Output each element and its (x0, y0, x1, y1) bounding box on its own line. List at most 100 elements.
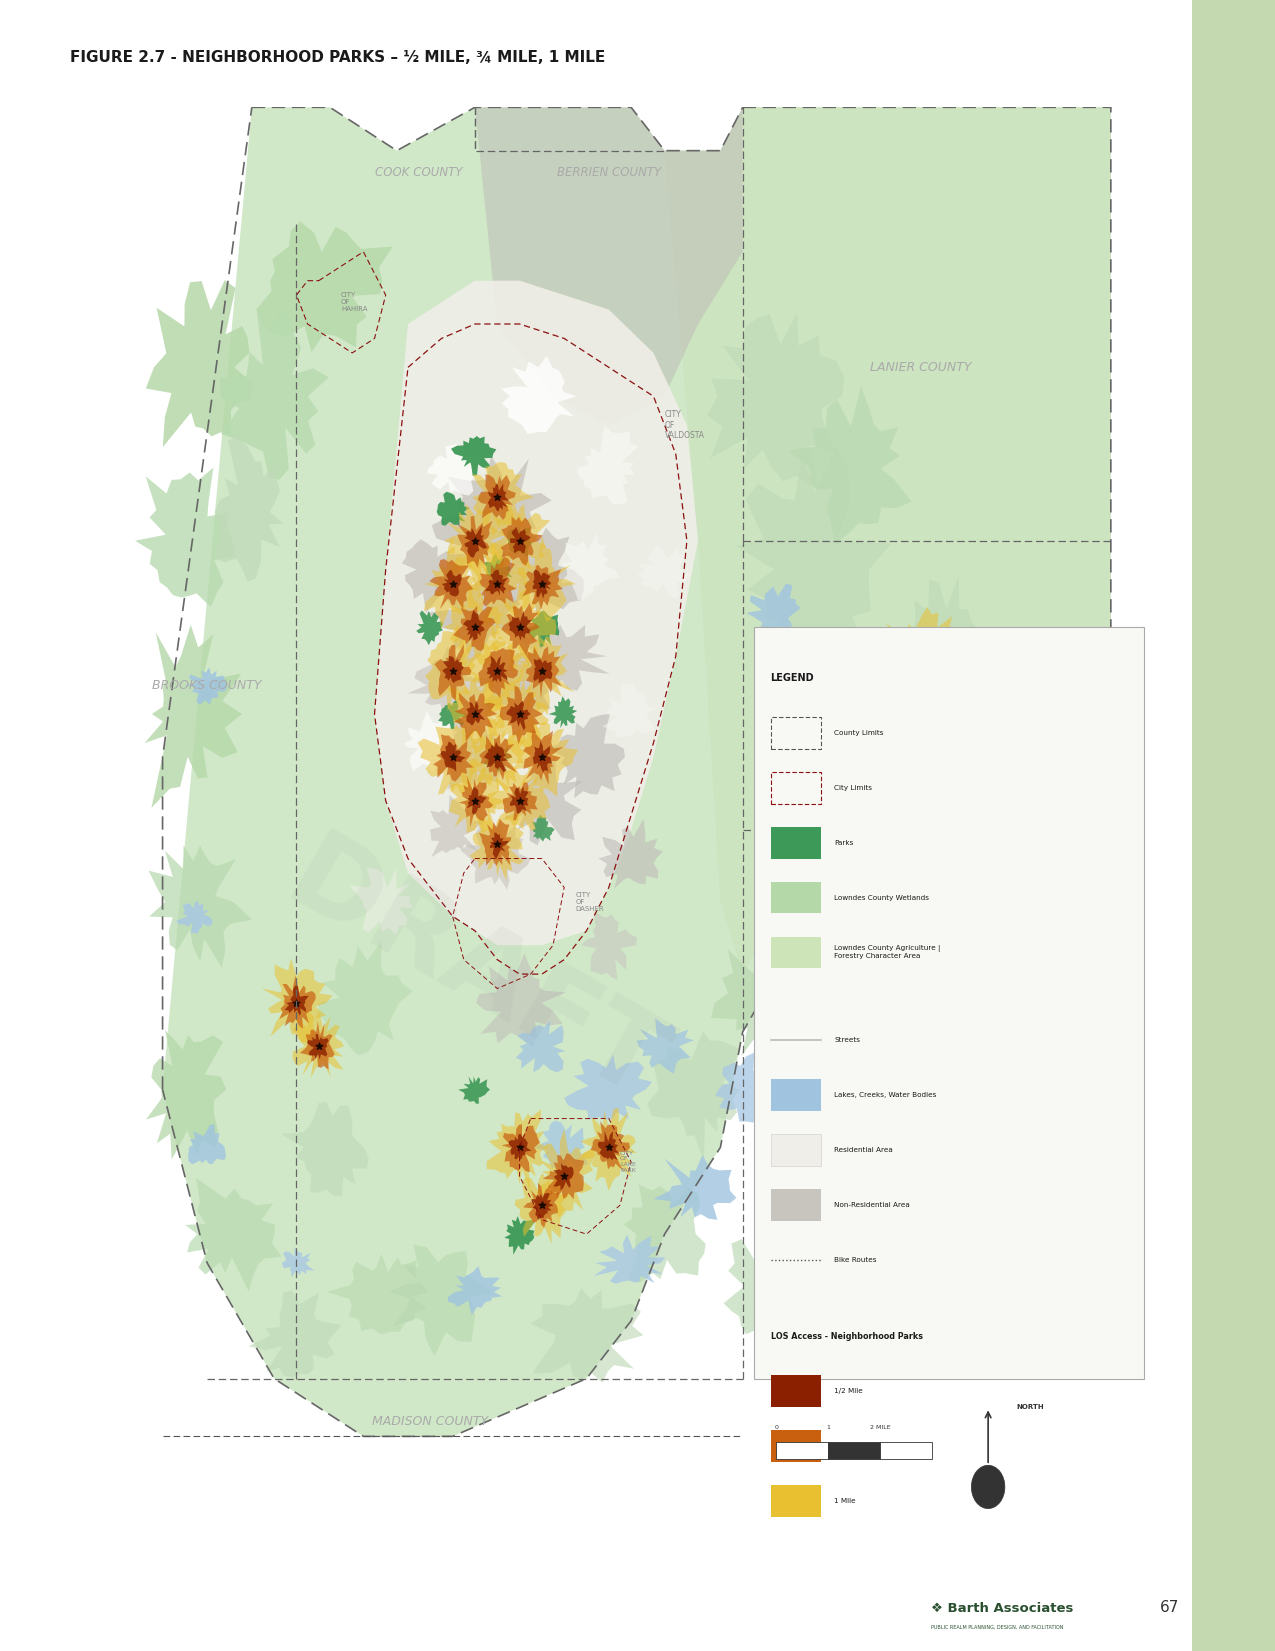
Polygon shape (432, 456, 552, 568)
Polygon shape (453, 606, 496, 650)
Polygon shape (423, 537, 482, 629)
Polygon shape (523, 1182, 558, 1228)
Text: 1 Mile: 1 Mile (834, 1497, 856, 1504)
Polygon shape (482, 652, 551, 723)
Point (553, 1162, 574, 1189)
Text: CITY
OF
LAKE
PARK: CITY OF LAKE PARK (620, 1151, 636, 1174)
Point (509, 527, 530, 553)
Polygon shape (487, 1109, 548, 1192)
Bar (770, 1134, 821, 1166)
Polygon shape (533, 741, 552, 773)
Bar (770, 827, 821, 859)
Polygon shape (483, 741, 509, 773)
Polygon shape (249, 1291, 342, 1377)
Bar (770, 1189, 821, 1220)
Polygon shape (479, 556, 516, 606)
Polygon shape (465, 624, 530, 710)
Point (599, 1134, 620, 1161)
Point (487, 657, 507, 684)
Point (487, 830, 507, 857)
Polygon shape (451, 436, 496, 475)
Polygon shape (510, 786, 528, 814)
Polygon shape (349, 867, 413, 934)
Polygon shape (746, 583, 801, 634)
Point (532, 571, 552, 598)
Text: 3/4 Mile: 3/4 Mile (834, 1443, 863, 1450)
Polygon shape (653, 1156, 737, 1220)
Polygon shape (487, 655, 507, 682)
Text: FIGURE 2.7 - NEIGHBORHOOD PARKS – ½ MILE, ¾ MILE, 1 MILE: FIGURE 2.7 - NEIGHBORHOOD PARKS – ½ MILE… (70, 50, 606, 64)
Polygon shape (469, 804, 524, 882)
Text: MADISON COUNTY: MADISON COUNTY (372, 1415, 488, 1428)
Polygon shape (448, 1266, 502, 1316)
Polygon shape (484, 570, 509, 596)
Polygon shape (474, 107, 742, 424)
Polygon shape (445, 679, 506, 755)
Text: 67: 67 (1160, 1600, 1179, 1615)
Polygon shape (221, 310, 329, 480)
Bar (770, 771, 821, 804)
Point (487, 745, 507, 771)
Point (464, 614, 484, 641)
Polygon shape (144, 624, 242, 807)
Polygon shape (479, 819, 511, 865)
Polygon shape (593, 1235, 666, 1284)
Polygon shape (389, 1245, 493, 1355)
Polygon shape (711, 926, 816, 1085)
Bar (770, 1486, 821, 1517)
Polygon shape (478, 649, 518, 698)
Polygon shape (328, 1253, 428, 1334)
Polygon shape (484, 502, 551, 575)
Point (532, 1192, 552, 1218)
Polygon shape (543, 1154, 584, 1199)
Polygon shape (501, 357, 576, 434)
Polygon shape (437, 492, 469, 525)
Polygon shape (598, 819, 663, 888)
Text: NORTH: NORTH (1016, 1405, 1044, 1410)
Polygon shape (546, 713, 625, 797)
Polygon shape (903, 627, 945, 687)
Polygon shape (794, 1159, 871, 1303)
Polygon shape (467, 702, 486, 726)
Text: LEGEND: LEGEND (770, 674, 815, 684)
Point (509, 700, 530, 726)
Polygon shape (472, 462, 534, 535)
Polygon shape (603, 684, 657, 738)
Text: ❖ Barth Associates: ❖ Barth Associates (931, 1601, 1074, 1615)
Polygon shape (532, 814, 555, 842)
Polygon shape (279, 976, 316, 1029)
Polygon shape (135, 467, 235, 608)
Polygon shape (261, 958, 333, 1042)
Polygon shape (878, 608, 960, 708)
Polygon shape (901, 576, 991, 738)
Polygon shape (483, 553, 513, 589)
Point (464, 700, 484, 726)
Polygon shape (416, 611, 442, 646)
Polygon shape (145, 281, 252, 447)
Polygon shape (145, 1030, 226, 1159)
Polygon shape (470, 712, 527, 792)
Polygon shape (478, 474, 516, 520)
Polygon shape (163, 107, 1111, 1436)
Polygon shape (553, 1164, 574, 1190)
Polygon shape (506, 702, 530, 730)
Point (509, 1134, 530, 1161)
Text: Lowndes County Agriculture |
Forestry Character Area: Lowndes County Agriculture | Forestry Ch… (834, 946, 941, 959)
Point (910, 642, 931, 670)
Polygon shape (501, 517, 543, 566)
Polygon shape (444, 504, 506, 588)
Text: Lowndes County Wetlands: Lowndes County Wetlands (834, 895, 929, 900)
Polygon shape (442, 570, 462, 596)
Polygon shape (449, 759, 507, 835)
Polygon shape (509, 1134, 532, 1161)
Bar (770, 717, 821, 748)
Text: Residential Area: Residential Area (834, 1147, 892, 1152)
Polygon shape (442, 721, 509, 792)
Polygon shape (418, 723, 487, 794)
Point (509, 614, 530, 641)
Point (532, 657, 552, 684)
Polygon shape (581, 911, 638, 979)
Polygon shape (479, 735, 518, 781)
Polygon shape (426, 575, 528, 664)
Text: LOS Access - Neighborhood Parks: LOS Access - Neighborhood Parks (770, 1332, 923, 1341)
